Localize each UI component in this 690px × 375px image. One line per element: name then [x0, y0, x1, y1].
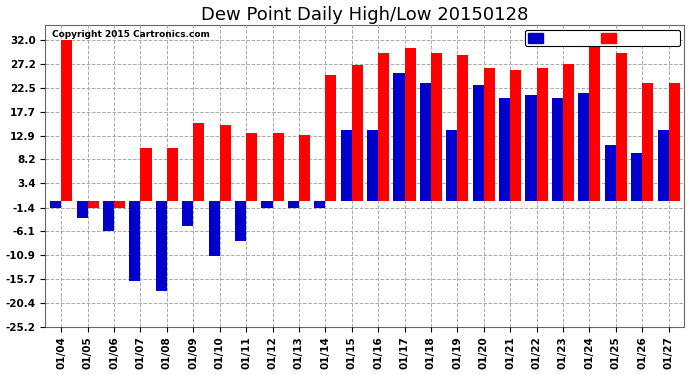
Bar — [642, 83, 653, 201]
Bar — [552, 98, 563, 201]
Bar — [446, 130, 457, 201]
Bar — [589, 40, 600, 201]
Bar — [130, 201, 141, 281]
Legend: Low  (°F), High  (°F): Low (°F), High (°F) — [525, 30, 680, 46]
Bar — [484, 68, 495, 201]
Bar — [235, 201, 246, 241]
Bar — [50, 201, 61, 207]
Bar — [578, 93, 589, 201]
Bar — [219, 125, 230, 201]
Bar — [631, 153, 642, 201]
Bar — [273, 133, 284, 201]
Title: Dew Point Daily High/Low 20150128: Dew Point Daily High/Low 20150128 — [201, 6, 529, 24]
Bar — [352, 65, 363, 201]
Bar — [262, 201, 273, 207]
Bar — [182, 201, 193, 226]
Bar — [325, 75, 337, 201]
Bar — [288, 201, 299, 207]
Text: Copyright 2015 Cartronics.com: Copyright 2015 Cartronics.com — [52, 30, 210, 39]
Bar — [246, 133, 257, 201]
Bar — [669, 83, 680, 201]
Bar — [314, 201, 325, 207]
Bar — [658, 130, 669, 201]
Bar — [156, 201, 167, 291]
Bar — [208, 201, 219, 256]
Bar — [563, 64, 574, 201]
Bar — [615, 53, 627, 201]
Bar — [526, 95, 537, 201]
Bar — [341, 130, 352, 201]
Bar — [537, 68, 548, 201]
Bar — [103, 201, 114, 231]
Bar — [167, 148, 178, 201]
Bar — [473, 85, 484, 201]
Bar — [77, 201, 88, 218]
Bar — [299, 135, 310, 201]
Bar — [510, 70, 521, 201]
Bar — [604, 146, 615, 201]
Bar — [114, 201, 125, 207]
Bar — [193, 123, 204, 201]
Bar — [420, 83, 431, 201]
Bar — [141, 148, 152, 201]
Bar — [457, 55, 469, 201]
Bar — [404, 48, 415, 201]
Bar — [393, 73, 404, 201]
Bar — [431, 53, 442, 201]
Bar — [499, 98, 510, 201]
Bar — [61, 40, 72, 201]
Bar — [367, 130, 378, 201]
Bar — [88, 201, 99, 207]
Bar — [378, 53, 389, 201]
